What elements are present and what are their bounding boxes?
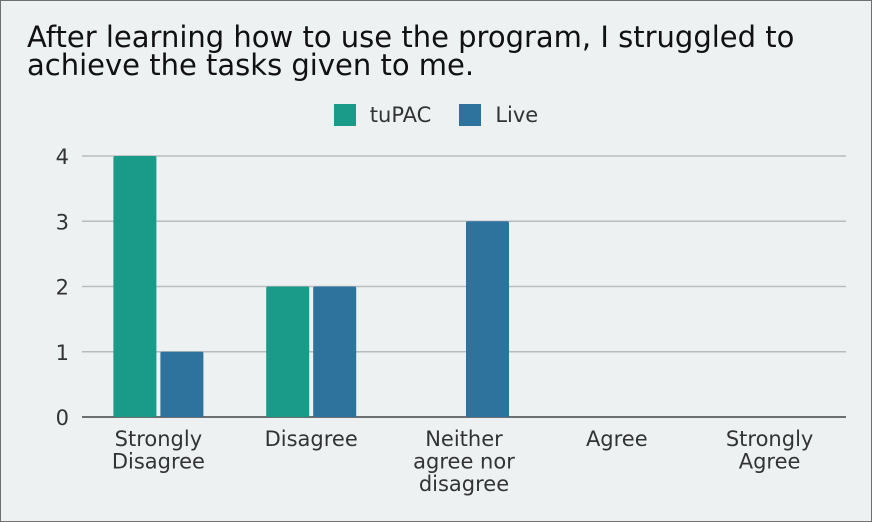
legend-swatch-tupac <box>333 104 356 126</box>
bar-live-2 <box>466 221 509 417</box>
legend-label-tupac: tuPAC <box>369 103 432 127</box>
y-tick-label: 3 <box>56 210 69 234</box>
bar-tupac-1 <box>266 286 310 417</box>
legend-swatch-live <box>459 104 482 126</box>
x-tick-label: agree nor <box>413 450 515 474</box>
y-tick-label: 1 <box>56 341 69 365</box>
bar-live-1 <box>313 286 357 417</box>
bar-tupac-0 <box>113 156 157 417</box>
chart-title: After learning how to use the program, I… <box>27 20 795 82</box>
legend-label-live: Live <box>495 103 539 127</box>
y-tick-label: 4 <box>56 145 69 169</box>
y-tick-label: 2 <box>56 276 69 300</box>
y-tick-label: 0 <box>56 406 69 430</box>
x-tick-label: Agree <box>739 450 801 474</box>
x-tick-label: disagree <box>419 472 509 496</box>
legend-item-live: Live <box>459 103 538 127</box>
x-tick-label: Neither <box>425 427 503 451</box>
chart-legend: tuPAC Live <box>1 101 871 129</box>
x-tick-label: Disagree <box>112 450 205 474</box>
x-tick-label: Strongly <box>726 427 814 451</box>
x-tick-label: Disagree <box>265 427 358 451</box>
x-tick-label: Agree <box>586 427 648 451</box>
bar-live-0 <box>160 351 204 417</box>
x-tick-label: Strongly <box>115 427 203 451</box>
legend-item-tupac: tuPAC <box>333 103 432 127</box>
